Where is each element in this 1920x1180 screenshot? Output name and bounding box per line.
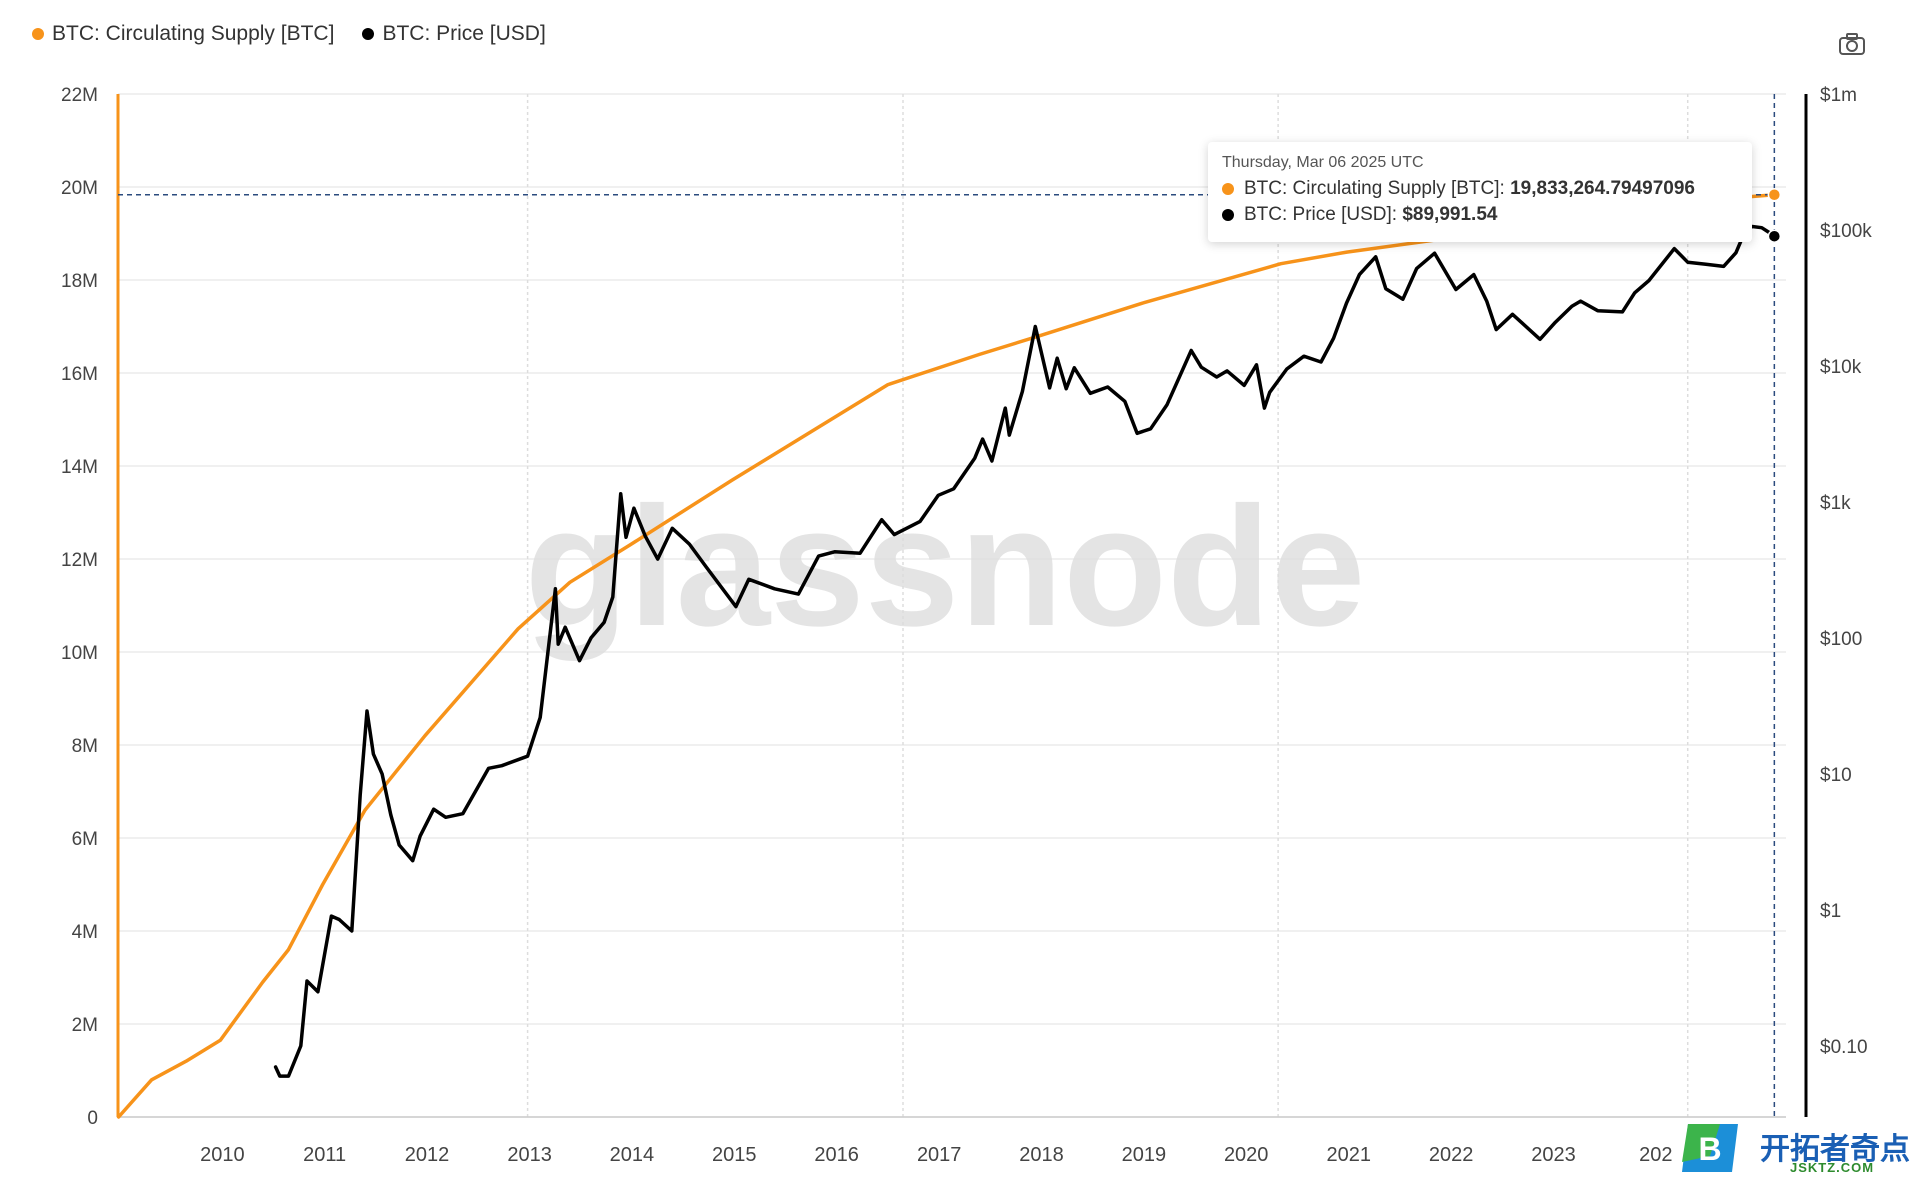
x-tick-label: 2015 (712, 1144, 757, 1166)
x-tick-label: 2023 (1531, 1144, 1576, 1166)
x-tick-label: 2013 (507, 1144, 552, 1166)
tooltip-price-marker (1222, 209, 1234, 221)
tooltip: Thursday, Mar 06 2025 UTC BTC: Circulati… (1208, 142, 1752, 242)
brand-logo-icon: B (1682, 1124, 1738, 1172)
legend-price-label: BTC: Price [USD] (382, 22, 546, 45)
x-tick-label: 2020 (1224, 1144, 1269, 1166)
y-left-tick-label: 4M (72, 922, 98, 943)
tooltip-row-supply: BTC: Circulating Supply [BTC]: 19,833,26… (1222, 178, 1738, 200)
legend-item-supply[interactable]: BTC: Circulating Supply [BTC] (32, 22, 334, 46)
y-axis-right-labels: $0.10 $1 $10 $100 $1k $10k $100k $1m (1820, 85, 1872, 1058)
camera-icon-glyph (1839, 33, 1865, 55)
x-tick-label: 2018 (1019, 1144, 1064, 1166)
legend-supply-marker (32, 28, 44, 40)
chart-axes (116, 94, 1808, 1118)
crosshair-price-point (1767, 229, 1782, 243)
brand-name: 开拓者奇点 (1760, 1133, 1910, 1166)
y-right-tick-label: $100k (1820, 221, 1872, 242)
x-tick-label: 2012 (405, 1144, 450, 1166)
x-tick-label: 2014 (610, 1144, 655, 1166)
legend-price-marker (362, 28, 375, 40)
y-left-tick-label: 18M (61, 271, 98, 292)
tooltip-supply-marker (1222, 183, 1234, 195)
y-left-tick-label: 16M (61, 364, 98, 385)
chart-grid (118, 93, 1786, 1118)
legend-supply-label: BTC: Circulating Supply [BTC] (52, 22, 335, 45)
y-right-tick-label: $1k (1820, 493, 1851, 514)
y-right-tick-label: $0.10 (1820, 1037, 1868, 1058)
brand-logo: B 开拓者奇点 JSKTZ.COM (1680, 1122, 1918, 1178)
crosshair-supply-point (1767, 188, 1782, 202)
tooltip-price-label: BTC: Price [USD]: (1244, 204, 1403, 225)
y-right-tick-label: $10 (1820, 765, 1852, 786)
tooltip-supply-label: BTC: Circulating Supply [BTC]: (1244, 178, 1511, 199)
x-tick-label: 2021 (1327, 1144, 1372, 1166)
y-left-tick-label: 22M (61, 85, 98, 106)
y-left-tick-label: 14M (61, 457, 98, 478)
x-tick-label: 202 (1639, 1144, 1672, 1166)
y-right-tick-label: $1m (1820, 85, 1857, 106)
glassnode-watermark: glassnode (525, 472, 1366, 662)
x-tick-label: 2022 (1429, 1144, 1474, 1166)
tooltip-price-value: $89,991.54 (1402, 204, 1498, 225)
y-right-tick-label: $1 (1820, 901, 1841, 922)
legend: BTC: Circulating Supply [BTC] BTC: Price… (32, 22, 546, 46)
y-right-tick-label: $100 (1820, 629, 1862, 650)
y-left-tick-label: 10M (61, 643, 98, 664)
tooltip-row-price: BTC: Price [USD]: $89,991.54 (1222, 204, 1738, 226)
chart-series (116, 193, 1777, 1119)
x-tick-label: 2016 (814, 1144, 859, 1166)
x-axis-labels: 2010 2011 2012 2013 2014 2015 2016 2017 2018 2019… (200, 1144, 1672, 1166)
x-tick-label: 2010 (200, 1144, 245, 1166)
camera-icon[interactable] (1838, 32, 1866, 56)
x-tick-label: 2017 (917, 1144, 962, 1166)
price-series-line (273, 224, 1777, 1078)
supply-series-line (116, 193, 1777, 1119)
y-axis-left-labels: 0 2M 4M 6M 8M 10M 12M 14M 16M 18M 20M 22M (61, 85, 98, 1129)
brand-url: JSKTZ.COM (1790, 1160, 1875, 1175)
legend-item-price[interactable]: BTC: Price [USD] (362, 22, 546, 46)
x-tick-label: 2019 (1122, 1144, 1167, 1166)
x-tick-label: 2011 (303, 1144, 346, 1166)
y-left-tick-label: 2M (72, 1015, 98, 1036)
y-left-tick-label: 0 (87, 1108, 98, 1129)
brand-logo-letter: B (1698, 1131, 1721, 1167)
tooltip-supply-value: 19,833,264.79497096 (1510, 178, 1696, 199)
tooltip-date: Thursday, Mar 06 2025 UTC (1222, 154, 1424, 171)
y-left-tick-label: 8M (72, 736, 98, 757)
y-right-tick-label: $10k (1820, 357, 1862, 378)
y-left-tick-label: 20M (61, 178, 98, 199)
y-left-tick-label: 6M (72, 829, 98, 850)
y-left-tick-label: 12M (61, 550, 98, 571)
